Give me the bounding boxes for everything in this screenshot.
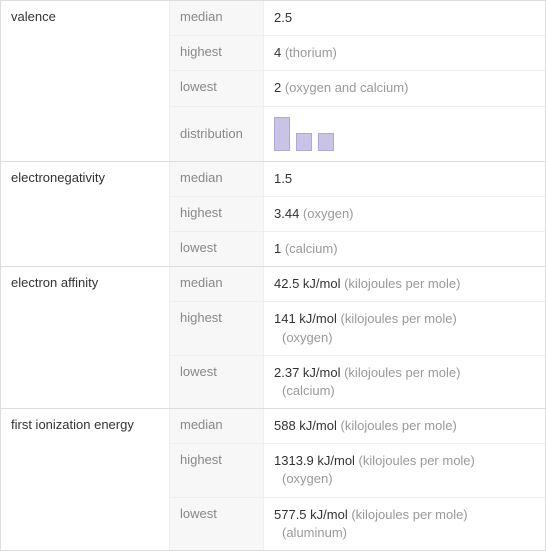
stat-row-highest: highest3.44 (oxygen): [170, 197, 545, 232]
stat-value: 588 kJ/mol (kilojoules per mole): [264, 409, 545, 443]
value-note: (kilojoules per mole): [355, 453, 475, 468]
properties-table: valencemedian2.5highest4 (thorium)lowest…: [0, 0, 546, 551]
value-note: (kilojoules per mole): [337, 418, 457, 433]
stat-value: [264, 107, 545, 161]
stat-row-highest: highest4 (thorium): [170, 36, 545, 71]
stat-label: lowest: [170, 498, 264, 550]
value-note: (oxygen and calcium): [281, 80, 408, 95]
stat-value: 3.44 (oxygen): [264, 197, 545, 231]
value-text: 1313.9 kJ/mol: [274, 453, 355, 468]
property-rows: median588 kJ/mol (kilojoules per mole)hi…: [170, 409, 545, 550]
value-extra: (aluminum): [282, 525, 347, 540]
value-extra: (calcium): [282, 383, 335, 398]
stat-row-median: median42.5 kJ/mol (kilojoules per mole): [170, 267, 545, 302]
stat-value: 577.5 kJ/mol (kilojoules per mole)(alumi…: [264, 498, 545, 550]
stat-value: 1 (calcium): [264, 232, 545, 266]
chart-bar: [318, 133, 334, 151]
section-first-ionization-energy: first ionization energymedian588 kJ/mol …: [1, 409, 545, 550]
value-text: 1.5: [274, 171, 292, 186]
value-text: 3.44: [274, 206, 299, 221]
value-note: (calcium): [281, 241, 337, 256]
stat-row-distribution: distribution: [170, 107, 545, 161]
section-valence: valencemedian 2.5 highest4 (thorium)lowest…: [1, 1, 545, 162]
stat-label: median: [170, 267, 264, 301]
section-electron-affinity: electron affinitymedian42.5 kJ/mol (kilo…: [1, 267, 545, 409]
stat-label: highest: [170, 302, 264, 354]
stat-label: lowest: [170, 71, 264, 105]
value-text: 42.5 kJ/mol: [274, 276, 340, 291]
chart-bar: [296, 133, 312, 151]
stat-row-lowest: lowest577.5 kJ/mol (kilojoules per mole)…: [170, 498, 545, 550]
value-note: (thorium): [281, 45, 337, 60]
value-extra: (oxygen): [282, 471, 333, 486]
section-electronegativity: electronegativitymedian1.5highest3.44 (o…: [1, 162, 545, 268]
stat-label: median: [170, 1, 264, 35]
stat-label: median: [170, 162, 264, 196]
stat-label: highest: [170, 444, 264, 496]
stat-row-median: median588 kJ/mol (kilojoules per mole): [170, 409, 545, 444]
property-name: electronegativity: [1, 162, 170, 267]
stat-value: 1313.9 kJ/mol (kilojoules per mole) (oxyg…: [264, 444, 545, 496]
stat-row-lowest: lowest2 (oxygen and calcium): [170, 71, 545, 106]
value-text: 2.37 kJ/mol: [274, 365, 340, 380]
value-text: 2.5: [274, 10, 292, 25]
stat-label: median: [170, 409, 264, 443]
value-text: 588 kJ/mol: [274, 418, 337, 433]
stat-label: lowest: [170, 356, 264, 408]
value-text: 141 kJ/mol: [274, 311, 337, 326]
stat-value: 2.5: [264, 1, 545, 35]
stat-row-highest: highest1313.9 kJ/mol (kilojoules per mol…: [170, 444, 545, 497]
value-note: (kilojoules per mole): [337, 311, 457, 326]
stat-label: highest: [170, 197, 264, 231]
property-rows: median42.5 kJ/mol (kilojoules per mole)h…: [170, 267, 545, 408]
value-text: 577.5 kJ/mol: [274, 507, 348, 522]
chart-bar: [274, 117, 290, 151]
stat-row-lowest: lowest1 (calcium): [170, 232, 545, 266]
stat-value: 2.37 kJ/mol (kilojoules per mole) (calciu…: [264, 356, 545, 408]
value-note: (kilojoules per mole): [348, 507, 468, 522]
stat-label: lowest: [170, 232, 264, 266]
property-name: electron affinity: [1, 267, 170, 408]
stat-value: 2 (oxygen and calcium): [264, 71, 545, 105]
stat-row-lowest: lowest 2.37 kJ/mol (kilojoules per mole) (…: [170, 356, 545, 408]
stat-value: 141 kJ/mol (kilojoules per mole) (oxygen): [264, 302, 545, 354]
value-note: (kilojoules per mole): [340, 276, 460, 291]
stat-row-median: median 1.5: [170, 162, 545, 197]
property-rows: median 2.5 highest4 (thorium)lowest2 (oxyg…: [170, 1, 545, 161]
stat-label: highest: [170, 36, 264, 70]
value-note: (kilojoules per mole): [340, 365, 460, 380]
stat-value: 4 (thorium): [264, 36, 545, 70]
stat-row-highest: highest 141 kJ/mol (kilojoules per mole) (…: [170, 302, 545, 355]
stat-row-median: median 2.5: [170, 1, 545, 36]
property-name: first ionization energy: [1, 409, 170, 550]
value-note: (oxygen): [299, 206, 353, 221]
stat-label: distribution: [170, 107, 264, 161]
property-name: valence: [1, 1, 170, 161]
property-rows: median1.5highest3.44 (oxygen)lowest1 (ca…: [170, 162, 545, 267]
value-extra: (oxygen): [282, 330, 333, 345]
stat-value: 1.5: [264, 162, 545, 196]
stat-value: 42.5 kJ/mol (kilojoules per mole): [264, 267, 545, 301]
distribution-chart: [274, 115, 535, 153]
